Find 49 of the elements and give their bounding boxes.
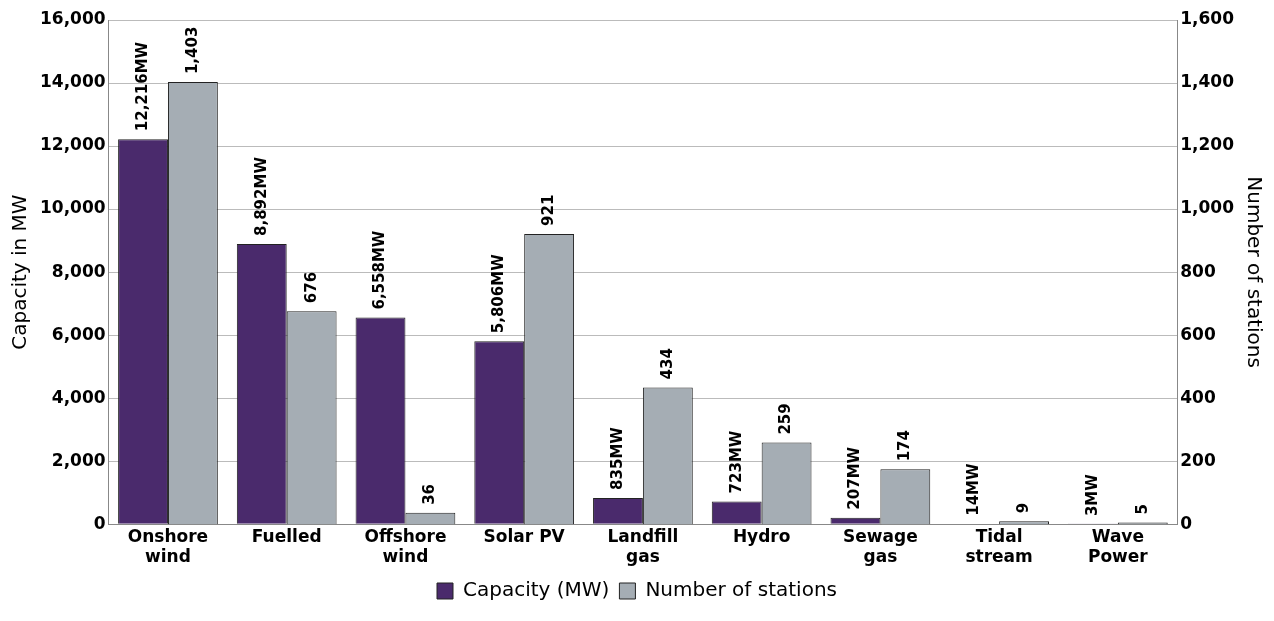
data-label: 14MW xyxy=(964,462,983,516)
x-tick-label: Sewage gas xyxy=(843,525,918,567)
data-label: 36 xyxy=(420,483,439,505)
legend-label: Number of stations xyxy=(645,577,837,602)
y-axis-title: Capacity in MW xyxy=(7,194,32,350)
data-label: 9 xyxy=(1013,502,1032,514)
y-tick-label: 4,000 xyxy=(51,386,106,407)
y2-tick-label: 1,000 xyxy=(1180,197,1235,218)
x-tick-label: Solar PV xyxy=(483,525,566,546)
x-tick-label: Onshore wind xyxy=(127,525,209,567)
y2-tick-label: 400 xyxy=(1180,386,1216,407)
y-tick-label: 16,000 xyxy=(39,8,106,29)
y-tick-label: 2,000 xyxy=(51,449,106,470)
data-label: 12,216MW xyxy=(132,41,151,132)
data-label: 8,892MW xyxy=(251,156,270,236)
data-label: 259 xyxy=(776,403,795,435)
y-tick-label: 10,000 xyxy=(39,197,106,218)
x-tick-label: Landfill gas xyxy=(607,525,679,567)
y2-tick-label: 600 xyxy=(1180,323,1216,344)
data-label: 5 xyxy=(1132,504,1151,515)
legend-label: Capacity (MW) xyxy=(463,577,610,602)
data-label: 1,403 xyxy=(182,26,201,75)
data-label: 921 xyxy=(539,194,557,226)
data-label: 3MW xyxy=(1082,473,1101,517)
y2-tick-label: 800 xyxy=(1180,260,1216,281)
data-label: 174 xyxy=(895,430,914,462)
y-tick-label: 12,000 xyxy=(39,134,106,155)
data-label: 6,558MW xyxy=(370,230,389,310)
y-tick-label: 8,000 xyxy=(51,260,106,281)
y2-tick-label: 0 xyxy=(1180,512,1193,533)
y2-tick-label: 200 xyxy=(1180,449,1216,470)
y2-tick-label: 1,600 xyxy=(1180,8,1235,29)
data-label: 5,806MW xyxy=(489,253,508,334)
y2-axis-title: Number of stations xyxy=(1242,176,1267,368)
x-tick-label: Wave Power xyxy=(1087,525,1149,567)
y-tick-label: 14,000 xyxy=(39,71,106,92)
x-tick-label: Hydro xyxy=(732,525,791,546)
x-tick-label: Fuelled xyxy=(251,525,322,546)
data-label: 434 xyxy=(657,348,676,380)
x-tick-label: Tidal stream xyxy=(965,525,1033,567)
y-tick-label: 0 xyxy=(93,512,106,533)
data-label: 723MW xyxy=(726,430,745,494)
y2-tick-label: 1,200 xyxy=(1180,134,1235,155)
data-label: 207MW xyxy=(845,446,864,510)
x-tick-label: Offshore wind xyxy=(364,525,447,567)
data-label: 676 xyxy=(301,271,320,304)
y2-tick-label: 1,400 xyxy=(1180,71,1235,92)
data-label: 835MW xyxy=(607,426,626,490)
y-tick-label: 6,000 xyxy=(51,323,106,344)
